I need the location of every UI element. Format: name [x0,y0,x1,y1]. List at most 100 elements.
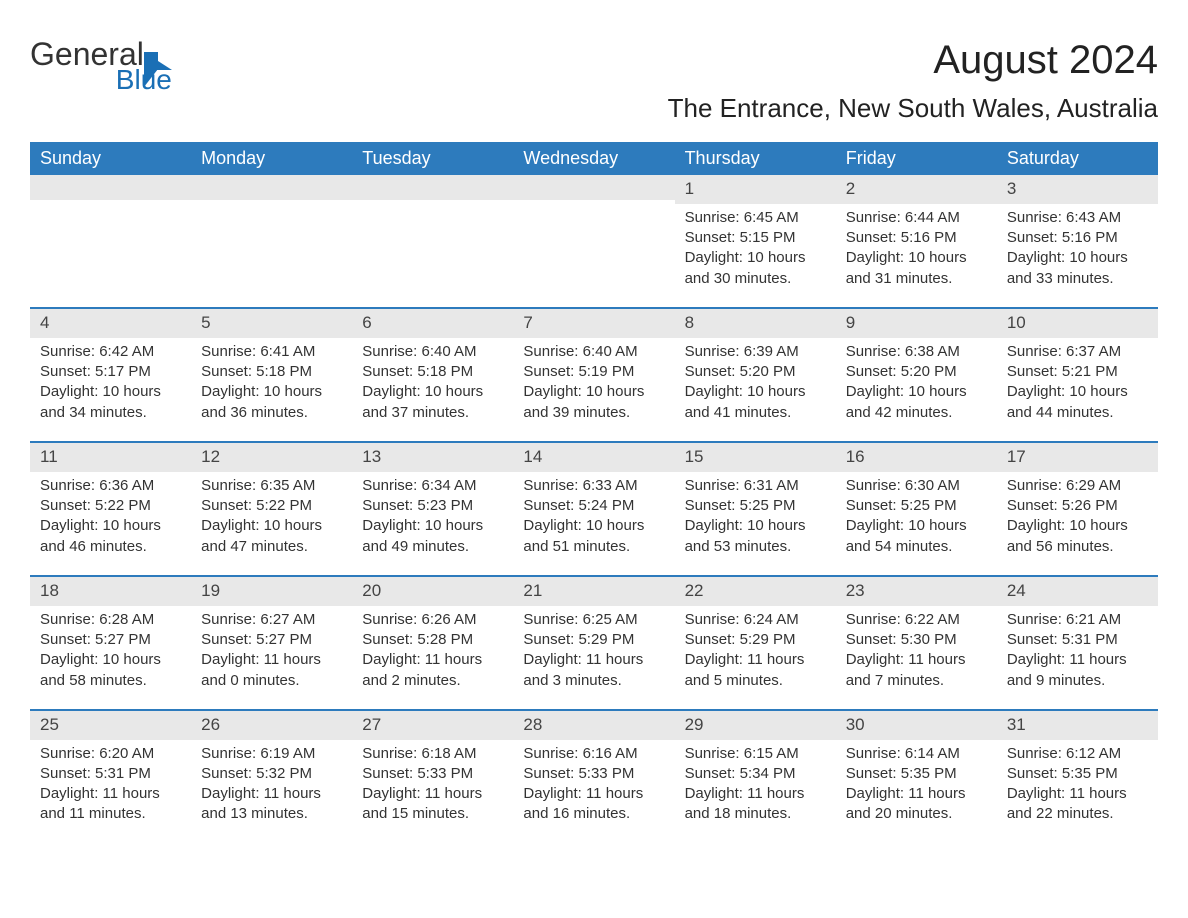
day-cell [352,175,513,307]
day-number [191,175,352,200]
logo-text: General Blue [30,38,172,94]
week-row: 1Sunrise: 6:45 AMSunset: 5:15 PMDaylight… [30,175,1158,307]
day-cell: 27Sunrise: 6:18 AMSunset: 5:33 PMDayligh… [352,711,513,843]
daylight-line: Daylight: 11 hours and 11 minutes. [40,784,181,825]
weeks-container: 1Sunrise: 6:45 AMSunset: 5:15 PMDaylight… [30,175,1158,843]
day-content: Sunrise: 6:35 AMSunset: 5:22 PMDaylight:… [191,476,352,557]
daylight-line: Daylight: 10 hours and 51 minutes. [523,516,664,557]
day-header-cell: Friday [836,142,997,175]
daylight-line: Daylight: 10 hours and 33 minutes. [1007,248,1148,289]
sunset-line: Sunset: 5:35 PM [1007,764,1148,784]
sunset-line: Sunset: 5:18 PM [362,362,503,382]
day-content: Sunrise: 6:21 AMSunset: 5:31 PMDaylight:… [997,610,1158,691]
daylight-line: Daylight: 11 hours and 5 minutes. [685,650,826,691]
day-number: 8 [675,309,836,338]
day-number: 15 [675,443,836,472]
sunset-line: Sunset: 5:17 PM [40,362,181,382]
sunset-line: Sunset: 5:18 PM [201,362,342,382]
sunset-line: Sunset: 5:31 PM [40,764,181,784]
day-cell: 16Sunrise: 6:30 AMSunset: 5:25 PMDayligh… [836,443,997,575]
day-number: 17 [997,443,1158,472]
daylight-line: Daylight: 11 hours and 13 minutes. [201,784,342,825]
daylight-line: Daylight: 10 hours and 37 minutes. [362,382,503,423]
day-content: Sunrise: 6:42 AMSunset: 5:17 PMDaylight:… [30,342,191,423]
sunset-line: Sunset: 5:16 PM [846,228,987,248]
day-content: Sunrise: 6:33 AMSunset: 5:24 PMDaylight:… [513,476,674,557]
day-content: Sunrise: 6:37 AMSunset: 5:21 PMDaylight:… [997,342,1158,423]
day-content: Sunrise: 6:44 AMSunset: 5:16 PMDaylight:… [836,208,997,289]
day-content: Sunrise: 6:36 AMSunset: 5:22 PMDaylight:… [30,476,191,557]
day-cell [191,175,352,307]
daylight-line: Daylight: 11 hours and 7 minutes. [846,650,987,691]
day-content: Sunrise: 6:45 AMSunset: 5:15 PMDaylight:… [675,208,836,289]
sunrise-line: Sunrise: 6:18 AM [362,744,503,764]
day-number: 5 [191,309,352,338]
sunset-line: Sunset: 5:29 PM [685,630,826,650]
day-number: 18 [30,577,191,606]
day-cell: 4 Sunrise: 6:42 AMSunset: 5:17 PMDaylight… [30,309,191,441]
day-header-cell: Tuesday [352,142,513,175]
sunrise-line: Sunrise: 6:16 AM [523,744,664,764]
sunset-line: Sunset: 5:28 PM [362,630,503,650]
day-cell: 6Sunrise: 6:40 AMSunset: 5:18 PMDaylight… [352,309,513,441]
sunrise-line: Sunrise: 6:26 AM [362,610,503,630]
day-number: 28 [513,711,674,740]
day-cell [513,175,674,307]
day-header-row: SundayMondayTuesdayWednesdayThursdayFrid… [30,142,1158,175]
day-number: 26 [191,711,352,740]
sunrise-line: Sunrise: 6:31 AM [685,476,826,496]
sunrise-line: Sunrise: 6:15 AM [685,744,826,764]
daylight-line: Daylight: 10 hours and 39 minutes. [523,382,664,423]
page-title: August 2024 [668,38,1158,83]
day-number: 2 [836,175,997,204]
day-content: Sunrise: 6:34 AMSunset: 5:23 PMDaylight:… [352,476,513,557]
day-number: 4 [30,309,191,338]
title-block: August 2024 The Entrance, New South Wale… [668,38,1158,136]
day-number: 25 [30,711,191,740]
sunset-line: Sunset: 5:25 PM [685,496,826,516]
day-number: 3 [997,175,1158,204]
page-subtitle: The Entrance, New South Wales, Australia [668,93,1158,124]
header: General Blue August 2024 The Entrance, N… [30,38,1158,136]
sunset-line: Sunset: 5:23 PM [362,496,503,516]
calendar: SundayMondayTuesdayWednesdayThursdayFrid… [30,142,1158,843]
daylight-line: Daylight: 10 hours and 42 minutes. [846,382,987,423]
sunset-line: Sunset: 5:29 PM [523,630,664,650]
week-row: 4 Sunrise: 6:42 AMSunset: 5:17 PMDaylight… [30,307,1158,441]
day-header-cell: Saturday [997,142,1158,175]
day-number: 22 [675,577,836,606]
daylight-line: Daylight: 10 hours and 31 minutes. [846,248,987,289]
day-content: Sunrise: 6:31 AMSunset: 5:25 PMDaylight:… [675,476,836,557]
day-cell: 31Sunrise: 6:12 AMSunset: 5:35 PMDayligh… [997,711,1158,843]
day-number: 11 [30,443,191,472]
logo: General Blue [30,38,172,94]
day-content: Sunrise: 6:19 AMSunset: 5:32 PMDaylight:… [191,744,352,825]
day-content: Sunrise: 6:14 AMSunset: 5:35 PMDaylight:… [836,744,997,825]
sunrise-line: Sunrise: 6:35 AM [201,476,342,496]
day-cell: 11 Sunrise: 6:36 AMSunset: 5:22 PMDayligh… [30,443,191,575]
day-number: 24 [997,577,1158,606]
day-cell: 21Sunrise: 6:25 AMSunset: 5:29 PMDayligh… [513,577,674,709]
day-cell: 17Sunrise: 6:29 AMSunset: 5:26 PMDayligh… [997,443,1158,575]
sunrise-line: Sunrise: 6:12 AM [1007,744,1148,764]
sunrise-line: Sunrise: 6:21 AM [1007,610,1148,630]
sunrise-line: Sunrise: 6:45 AM [685,208,826,228]
day-cell: 24 Sunrise: 6:21 AMSunset: 5:31 PMDayligh… [997,577,1158,709]
day-content: Sunrise: 6:24 AMSunset: 5:29 PMDaylight:… [675,610,836,691]
day-content: Sunrise: 6:43 AMSunset: 5:16 PMDaylight:… [997,208,1158,289]
day-cell: 9Sunrise: 6:38 AMSunset: 5:20 PMDaylight… [836,309,997,441]
sunrise-line: Sunrise: 6:14 AM [846,744,987,764]
day-header-cell: Thursday [675,142,836,175]
day-cell: 23Sunrise: 6:22 AMSunset: 5:30 PMDayligh… [836,577,997,709]
day-number: 19 [191,577,352,606]
sunrise-line: Sunrise: 6:29 AM [1007,476,1148,496]
day-cell: 15 Sunrise: 6:31 AMSunset: 5:25 PMDayligh… [675,443,836,575]
day-number: 27 [352,711,513,740]
day-number: 20 [352,577,513,606]
sunrise-line: Sunrise: 6:39 AM [685,342,826,362]
day-number: 23 [836,577,997,606]
day-number: 31 [997,711,1158,740]
daylight-line: Daylight: 11 hours and 3 minutes. [523,650,664,691]
sunrise-line: Sunrise: 6:36 AM [40,476,181,496]
day-header-cell: Monday [191,142,352,175]
